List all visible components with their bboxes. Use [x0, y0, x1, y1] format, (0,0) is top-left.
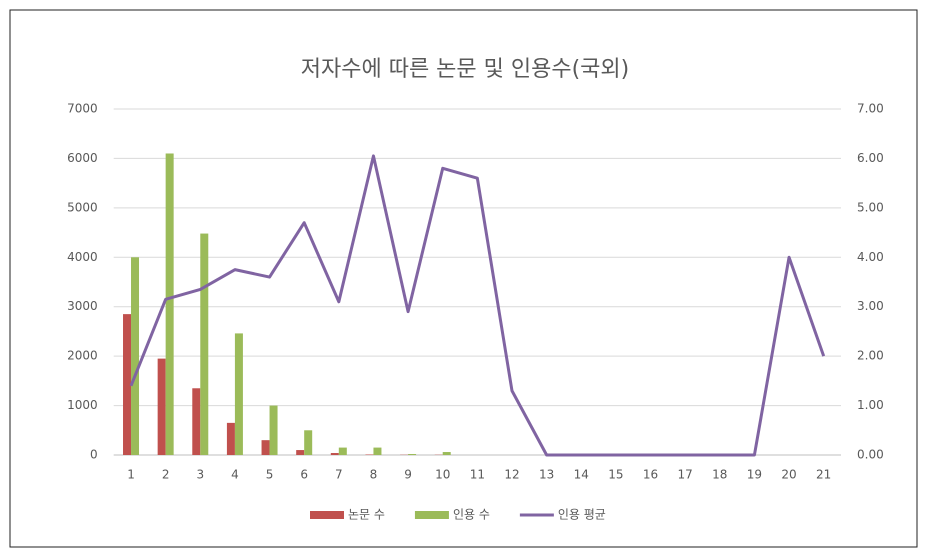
bar	[200, 233, 209, 455]
bar	[165, 153, 174, 455]
bar	[373, 447, 382, 455]
x-tick-label: 8	[370, 468, 378, 482]
y-tick-label: 4000	[67, 250, 98, 264]
line	[129, 154, 826, 457]
x-tick-label: 4	[231, 468, 239, 482]
bar	[338, 447, 347, 455]
x-tick-label: 6	[300, 468, 308, 482]
x-tick-label: 15	[608, 468, 623, 482]
bar	[261, 440, 270, 455]
x-tick-label: 21	[816, 468, 831, 482]
x-tick-label: 2	[162, 468, 170, 482]
x-tick-label: 14	[574, 468, 589, 482]
y-tick-label: 6000	[67, 151, 98, 165]
x-tick-label: 19	[747, 468, 762, 482]
bar	[330, 453, 339, 455]
x-tick-label: 3	[196, 468, 204, 482]
bar	[123, 314, 132, 455]
chart-title: 저자수에 따른 논문 및 인용수(국외)	[301, 57, 630, 82]
y-tick-label: 3000	[67, 299, 98, 313]
y2-tick-label: 4.00	[857, 250, 884, 264]
x-tick-label: 17	[678, 468, 693, 482]
y-tick-label: 1000	[67, 398, 98, 412]
x-tick-label: 13	[539, 468, 554, 482]
x-tick-label: 5	[266, 468, 274, 482]
bar	[234, 333, 243, 455]
x-tick-label: 16	[643, 468, 658, 482]
y2-tick-label: 2.00	[857, 349, 884, 363]
x-tick-label: 10	[435, 468, 450, 482]
y-tick-label: 5000	[67, 200, 98, 214]
bar	[304, 430, 313, 455]
legend-swatch	[310, 511, 344, 519]
bar	[131, 257, 140, 455]
bar	[269, 405, 278, 455]
y2-tick-label: 7.00	[857, 102, 884, 116]
y-tick-label: 7000	[67, 102, 98, 116]
bar	[408, 454, 417, 455]
bar	[226, 422, 235, 455]
legend-label: 인용 수	[453, 508, 490, 522]
legend-swatch	[414, 511, 449, 519]
chart-border	[9, 9, 918, 548]
x-tick-label: 18	[712, 468, 727, 482]
legend-label: 논문 수	[348, 508, 385, 522]
x-tick-label: 1	[127, 468, 135, 482]
y-tick-label: 2000	[67, 349, 98, 363]
legend-label: 인용 평균	[558, 508, 606, 522]
y2-tick-label: 5.00	[857, 200, 884, 214]
x-tick-label: 7	[335, 468, 343, 482]
bar	[296, 450, 305, 455]
y2-tick-label: 0.00	[857, 448, 884, 462]
x-tick-label: 12	[504, 468, 519, 482]
bar	[192, 388, 201, 455]
x-tick-label: 11	[470, 468, 485, 482]
y2-tick-label: 1.00	[857, 398, 884, 412]
y2-tick-label: 6.00	[857, 151, 884, 165]
x-tick-label: 9	[404, 468, 412, 482]
bar	[442, 452, 451, 455]
y2-tick-label: 3.00	[857, 299, 884, 313]
y-tick-label: 0	[90, 448, 98, 462]
x-tick-label: 20	[781, 468, 796, 482]
bar	[157, 358, 166, 455]
